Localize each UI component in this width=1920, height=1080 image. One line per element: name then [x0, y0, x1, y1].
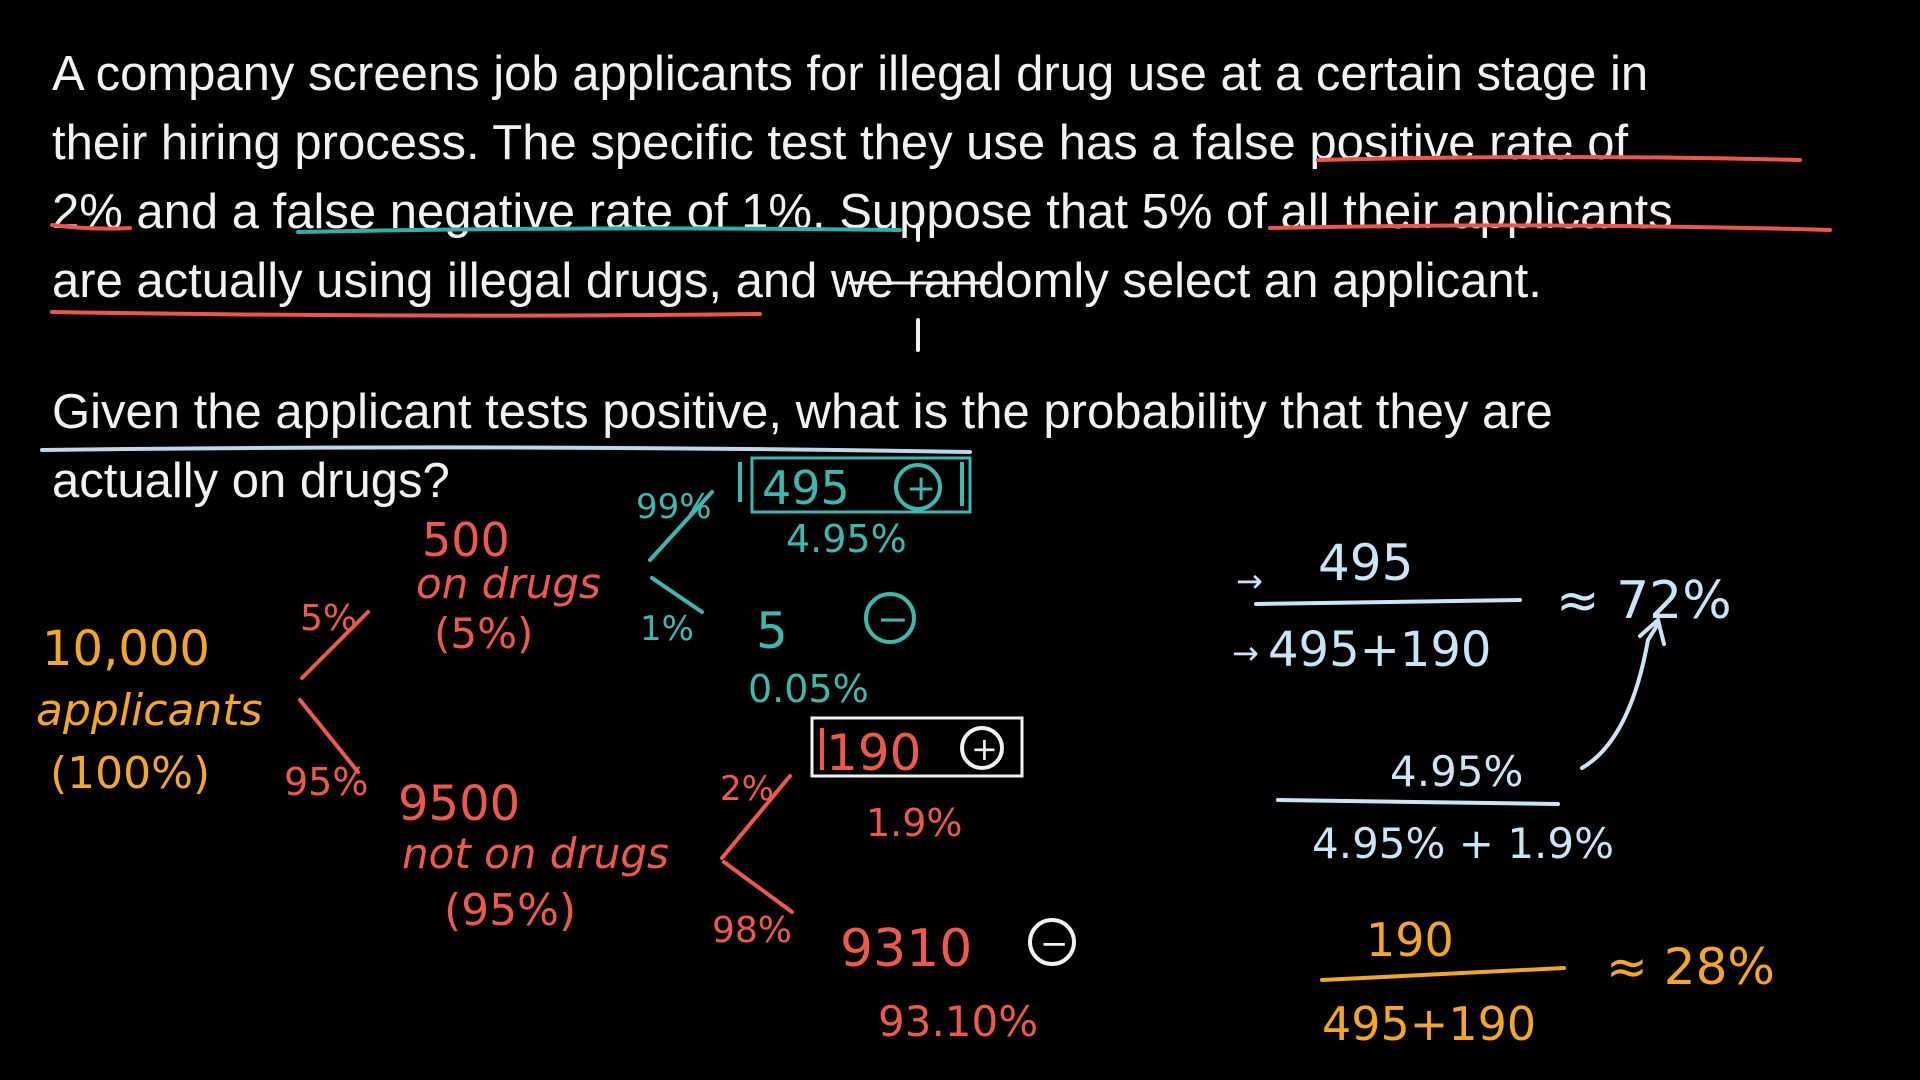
drugs-neg-sign: −	[877, 597, 909, 641]
no-drugs-pct: (95%)	[444, 885, 576, 936]
drugs-neg-pct: 0.05%	[748, 667, 869, 711]
frac1-result: ≈ 72%	[1556, 571, 1732, 631]
underline-tests-positive	[40, 445, 972, 454]
no-drugs-neg-pct: 93.10%	[878, 997, 1038, 1046]
problem-statement: A company screens job applicants for ill…	[52, 40, 1892, 316]
branch-line-no-drugs	[298, 698, 360, 774]
arrow-icon: →	[1232, 634, 1259, 672]
root-label: applicants	[36, 685, 263, 736]
frac2-bar	[1276, 798, 1560, 806]
no-drugs-neg-sign: −	[1040, 924, 1069, 964]
drugs-pct: (5%)	[434, 609, 533, 658]
frac1-bar	[1254, 598, 1522, 606]
question-line: actually on drugs?	[52, 454, 450, 508]
no-drugs-neg-count: 9310	[840, 919, 972, 979]
no-drugs-pos-pct: 1.9%	[866, 801, 963, 845]
problem-line: their hiring process. The specific test …	[52, 116, 1629, 170]
arrow-icon: →	[1236, 562, 1263, 600]
branch-label-drugs-pos: 99%	[636, 487, 712, 527]
question-line: Given the applicant tests positive, what…	[52, 385, 1553, 439]
branch-line-drugs	[300, 610, 370, 680]
branch-line-drugs-pos	[648, 490, 714, 562]
problem-line: A company screens job applicants for ill…	[52, 47, 1649, 101]
question-statement: Given the applicant tests positive, what…	[52, 378, 1892, 516]
frac3-numerator: 190	[1366, 913, 1454, 967]
root-pct: (100%)	[50, 748, 210, 799]
frac1-denominator: 495+190	[1268, 622, 1491, 678]
drugs-pos-pct: 4.95%	[786, 517, 907, 561]
branch-label-no-drugs: 95%	[284, 760, 368, 804]
underline-actually-using	[50, 310, 762, 318]
plus-circle-icon	[894, 463, 942, 511]
problem-line: are actually using illegal drugs, and we…	[52, 254, 1542, 308]
frac2-denominator: 4.95% + 1.9%	[1312, 819, 1614, 868]
branch-label-drugs-neg: 1%	[640, 609, 694, 649]
frac2-numerator: 4.95%	[1390, 747, 1523, 796]
frac3-bar	[1320, 966, 1566, 982]
branch-label-no-drugs-pos: 2%	[720, 769, 774, 809]
frac3-denominator: 495+190	[1322, 997, 1536, 1051]
drugs-label: on drugs	[416, 559, 601, 608]
no-drugs-pos-count: 190	[826, 724, 921, 782]
no-drugs-label: not on drugs	[402, 829, 669, 878]
branch-label-no-drugs-neg: 98%	[712, 910, 792, 951]
underline-false-negative	[296, 226, 902, 234]
branch-line-no-drugs-pos	[720, 774, 792, 860]
result-box-no-drugs-pos: 190 +	[810, 716, 1024, 782]
drugs-count: 500	[422, 513, 510, 567]
drugs-pos-sign: +	[906, 468, 936, 509]
root-count: 10,000	[42, 621, 210, 677]
minus-circle-icon	[864, 592, 916, 644]
drugs-pos-count: 495	[762, 461, 850, 515]
underline-false-positive	[1316, 155, 1802, 162]
underline-five-percent	[1268, 223, 1832, 232]
branch-line-no-drugs-neg	[722, 860, 794, 914]
no-drugs-pos-sign: +	[971, 730, 998, 768]
minus-circle-icon	[1028, 918, 1076, 966]
no-drugs-count: 9500	[398, 776, 520, 832]
branch-line-drugs-neg	[650, 576, 704, 614]
drugs-neg-count: 5	[756, 602, 788, 660]
branch-label-drugs: 5%	[300, 598, 357, 639]
curved-arrow	[1580, 622, 1660, 770]
frac3-result: ≈ 28%	[1606, 938, 1775, 996]
plus-circle-icon	[960, 726, 1004, 770]
arrow-head-icon	[1638, 616, 1666, 646]
underline-two-percent	[50, 223, 132, 231]
frac1-numerator: 495	[1318, 534, 1413, 592]
result-box-drugs-pos: 495 +	[738, 456, 972, 515]
